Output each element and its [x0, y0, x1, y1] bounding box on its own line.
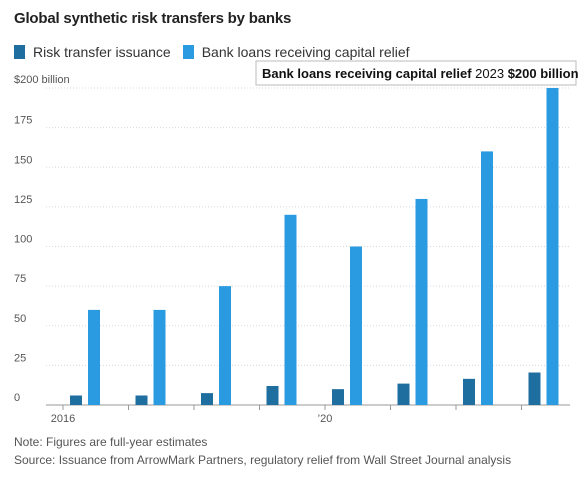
annotation-value: $200 billion [508, 66, 579, 81]
bar-issuance-2017 [135, 395, 148, 405]
bar-capital-relief-2020 [350, 246, 362, 405]
y-tick-label-1: 25 [14, 352, 26, 364]
bar-capital-relief-2019 [284, 214, 297, 405]
bar-issuance-2023 [528, 372, 541, 405]
bar-capital-relief-2021 [415, 198, 428, 405]
bar-capital-relief-2018 [219, 286, 231, 405]
legend: Risk transfer issuance Bank loans receiv… [14, 44, 422, 60]
bar-capital-relief-2017 [153, 309, 166, 405]
annotation-year: 2023 [475, 66, 508, 81]
y-tick-label-8: $200 billion [14, 74, 70, 86]
x-tick-label-2016: 2016 [51, 413, 75, 425]
bar-capital-relief-2023 [546, 88, 559, 405]
bar-issuance-2019 [266, 385, 279, 405]
chart-note: Note: Figures are full-year estimates [14, 435, 208, 449]
bar-issuance-2022 [463, 378, 475, 405]
bar-issuance-2018 [201, 393, 213, 405]
bar-issuance-2020 [332, 389, 344, 405]
y-tick-label-3: 75 [14, 273, 26, 285]
legend-label-capital-relief: Bank loans receiving capital relief [201, 44, 410, 60]
annotation-text: Bank loans receiving capital relief 2023… [262, 66, 579, 81]
legend-swatch-capital-relief [182, 45, 194, 59]
y-tick-label-5: 125 [14, 194, 32, 206]
legend-swatch-issuance [14, 45, 25, 59]
bar-capital-relief-2016 [88, 309, 100, 405]
legend-item-capital-relief: Bank loans receiving capital relief [182, 44, 410, 60]
annotation-series-label: Bank loans receiving capital relief [262, 66, 475, 81]
annotation-box [255, 60, 577, 86]
y-tick-label-0: 0 [14, 392, 20, 404]
x-tick-label-2020: ’20 [318, 413, 333, 425]
y-tick-label-6: 150 [14, 154, 32, 166]
bar-issuance-2016 [70, 395, 82, 405]
bar-capital-relief-2022 [481, 151, 493, 405]
chart-source: Source: Issuance from ArrowMark Partners… [14, 453, 512, 467]
bar-issuance-2021 [397, 383, 410, 405]
legend-item-issuance: Risk transfer issuance [14, 44, 171, 60]
chart-title: Global synthetic risk transfers by banks [14, 10, 292, 27]
y-tick-label-2: 50 [14, 313, 26, 325]
y-tick-label-7: 175 [14, 115, 32, 127]
legend-label-issuance: Risk transfer issuance [33, 44, 171, 60]
y-tick-label-4: 100 [14, 234, 32, 246]
